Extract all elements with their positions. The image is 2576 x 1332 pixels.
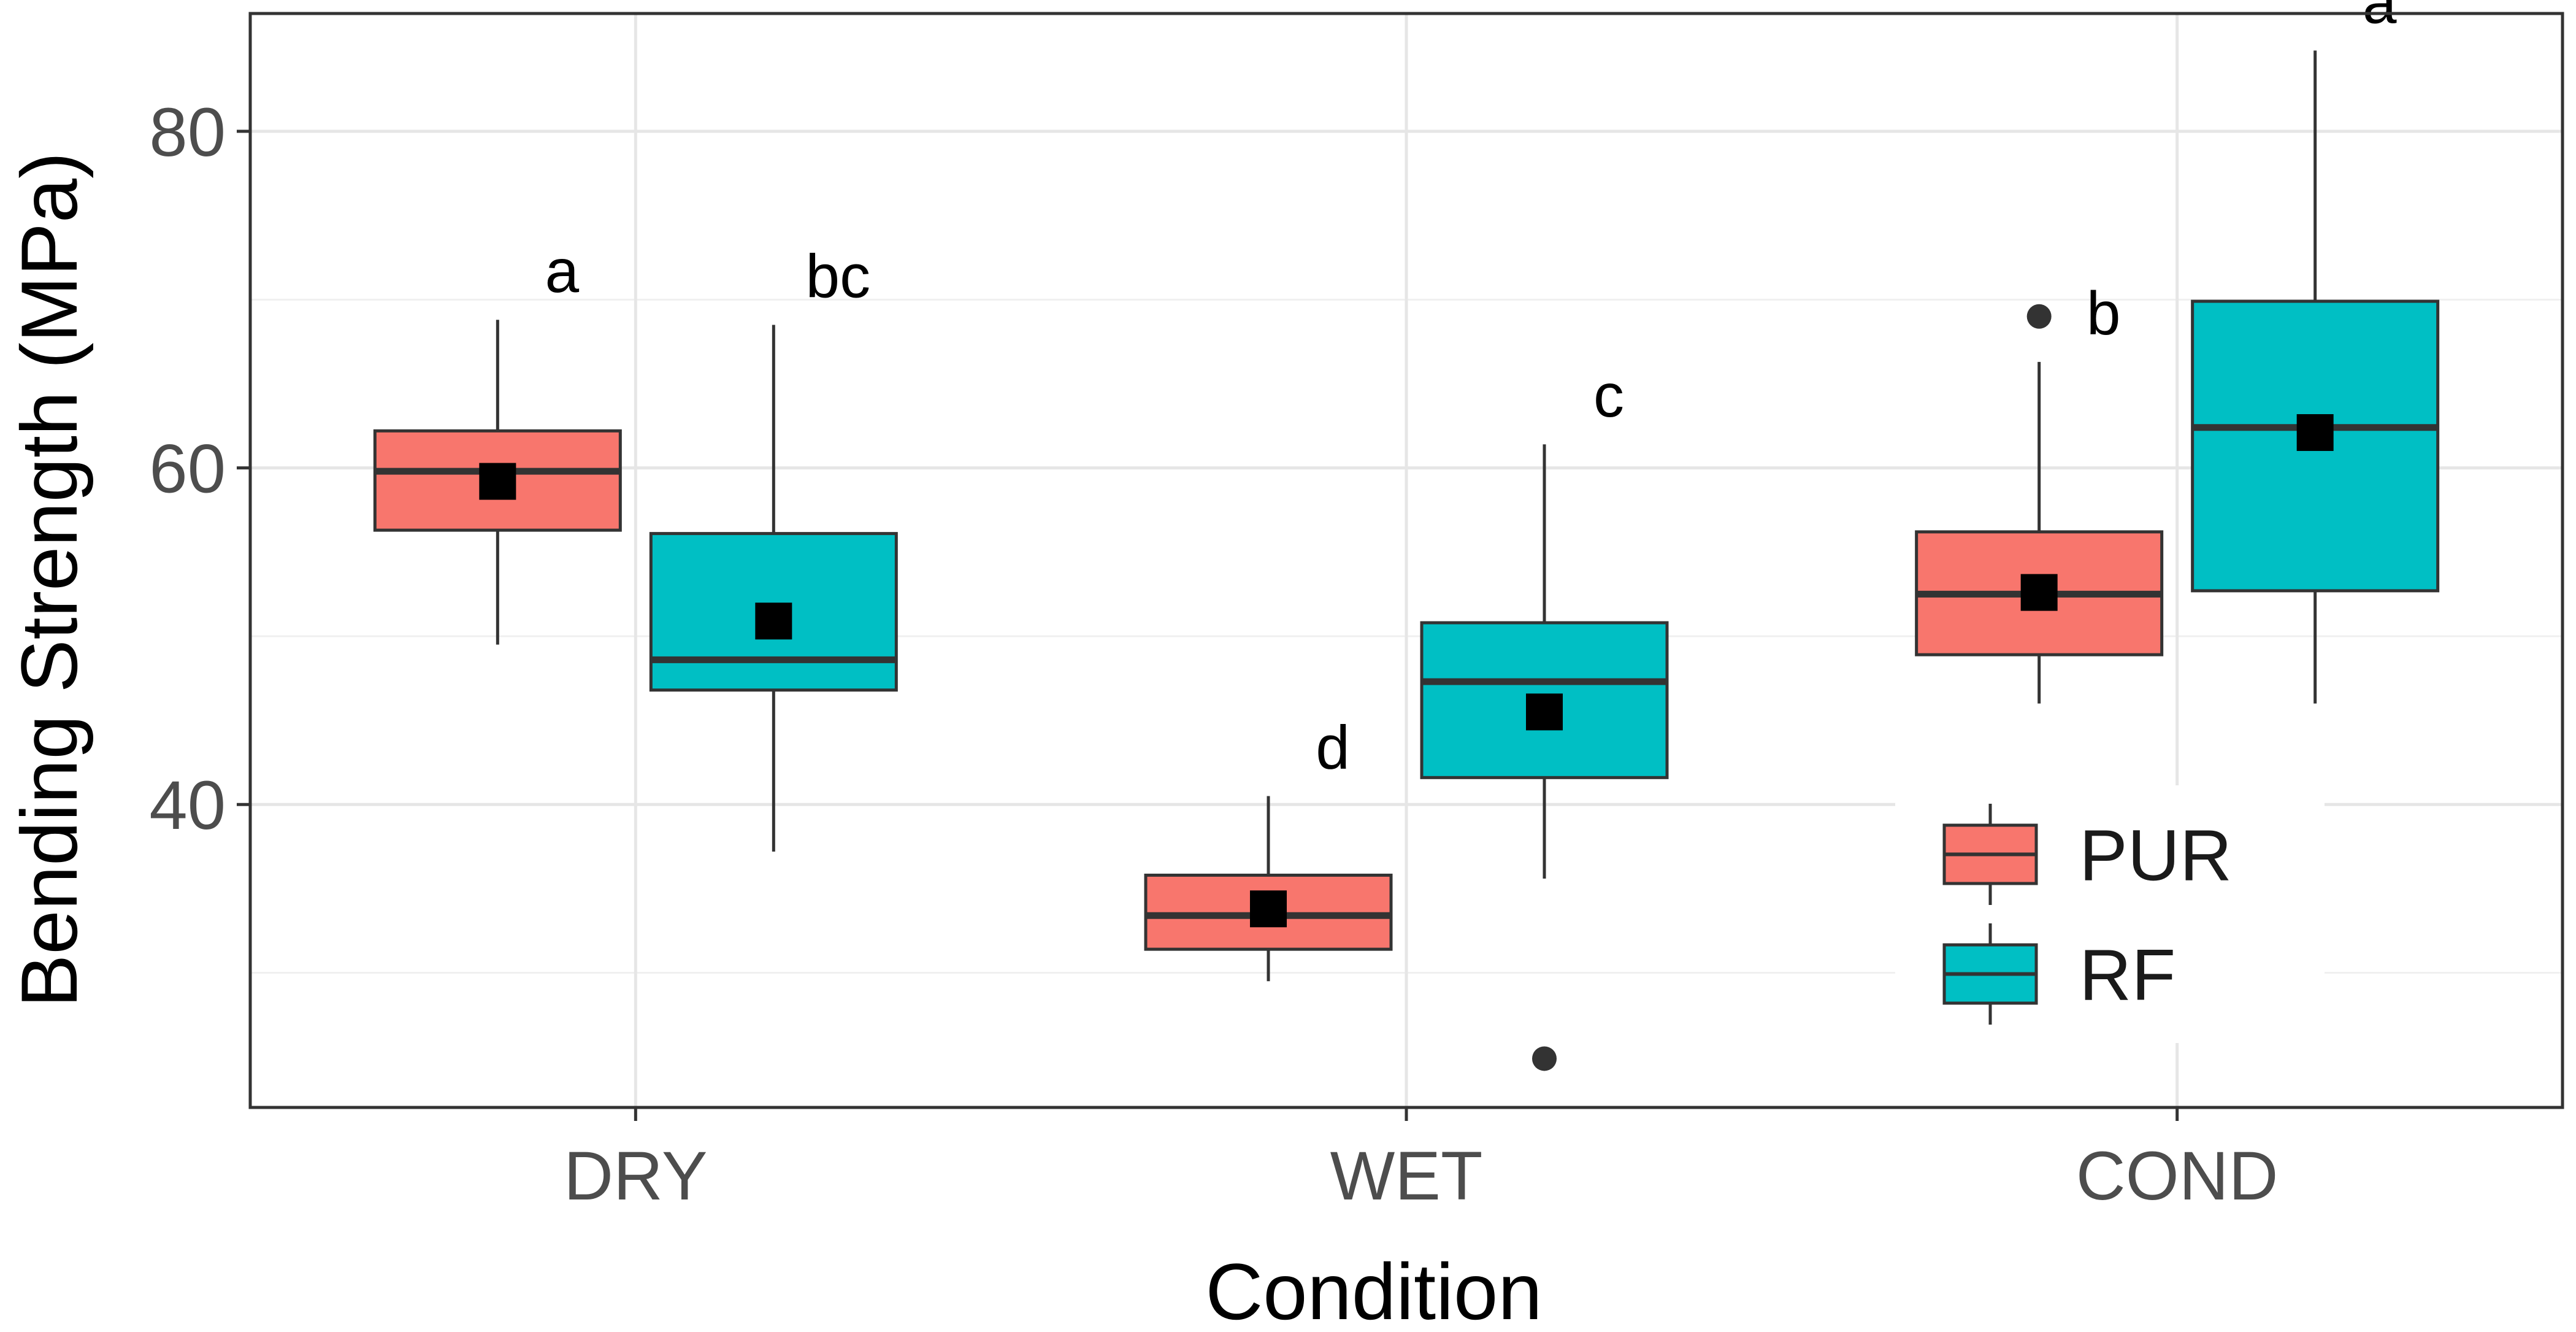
x-tick-label: WET [1330,1138,1483,1214]
significance-letter: bc [806,242,871,310]
x-tick-label: COND [2076,1138,2279,1214]
box-pur-dry: a [373,237,622,645]
y-tick-label: 60 [149,431,226,507]
legend-label: RF [2079,935,2175,1016]
box-pur-wet: d [1144,714,1393,982]
legend-label: PUR [2079,815,2232,896]
legend-key-pur [1942,804,2038,905]
box-rf-wet: c [1420,361,1669,1071]
outlier-point [1532,1046,1557,1071]
significance-letter: d [1316,714,1350,782]
significance-letter: a [545,237,580,306]
mean-marker [2020,574,2058,611]
mean-marker [479,463,516,500]
mean-marker [1526,693,1563,731]
outlier-point [2026,304,2052,329]
legend: PUR RF [1895,785,2325,1043]
grid-lines [250,13,2563,1107]
y-tick-label: 80 [149,94,226,171]
iqr-box [1420,621,1669,779]
mean-marker [2296,414,2334,452]
mean-marker [1250,890,1287,928]
y-axis-title: Bending Strength (MPa) [4,152,94,1008]
y-tick-label: 40 [149,767,226,844]
box-rf-dry: bc [649,242,898,852]
axes: 40 60 80 DRY WET COND [149,94,2278,1214]
legend-key-rf [1942,923,2038,1025]
significance-letter: c [1593,361,1624,430]
box-rf-cond: a [2191,0,2440,704]
significance-letter: a [2363,0,2397,36]
significance-letter: b [2087,279,2121,348]
x-tick-label: DRY [564,1138,707,1214]
x-axis-title: Condition [1205,1247,1542,1332]
mean-marker [755,602,792,640]
box-series: a d b bc c a [373,0,2440,1071]
box-pur-cond: b [1915,279,2164,704]
